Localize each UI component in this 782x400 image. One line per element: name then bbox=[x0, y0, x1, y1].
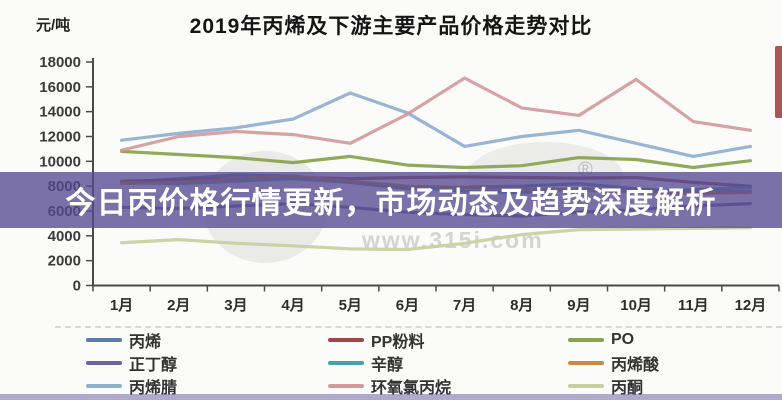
legend-label-n-butanol: 正丁醇 bbox=[129, 357, 178, 374]
legend-swatch-n-butanol bbox=[86, 361, 122, 365]
legend-label-po: PO bbox=[611, 331, 635, 348]
legend-label-acetone: 丙酮 bbox=[611, 380, 644, 397]
x-tick-label: 6月 bbox=[396, 297, 419, 314]
series-line-epichlorohydrin bbox=[119, 76, 753, 152]
legend-label-pp-powder: PP粉料 bbox=[371, 334, 425, 351]
legend-swatch-epichlorohydrin bbox=[328, 384, 364, 388]
legend-item-propylene: 丙烯 bbox=[86, 330, 162, 351]
x-tick-label: 4月 bbox=[281, 297, 304, 314]
legend-item-epichlorohydrin: 环氧氯丙烷 bbox=[328, 376, 452, 397]
y-axis-unit-label: 元/吨 bbox=[36, 17, 71, 34]
x-tick-label: 1月 bbox=[110, 297, 133, 314]
y-tick-label: 10000 bbox=[39, 153, 81, 170]
x-tick-label: 11月 bbox=[678, 297, 709, 314]
legend-item-acrylonitrile: 丙烯腈 bbox=[86, 376, 178, 397]
y-tick-label: 14000 bbox=[39, 104, 81, 121]
series-line-po bbox=[119, 149, 753, 170]
x-tick-label: 12月 bbox=[735, 297, 767, 314]
legend-label-propylene: 丙烯 bbox=[129, 334, 162, 351]
legend-swatch-acrylic-acid bbox=[568, 361, 604, 365]
legend-label-acrylonitrile: 丙烯腈 bbox=[129, 380, 178, 397]
x-tick-label: 3月 bbox=[224, 297, 247, 314]
legend-swatch-acetone bbox=[568, 384, 604, 388]
legend-item-po: PO bbox=[568, 330, 634, 350]
chart-title: 2019年丙烯及下游主要产品价格走势对比 bbox=[189, 15, 593, 38]
legend-label-epichlorohydrin: 环氧氯丙烷 bbox=[371, 380, 452, 397]
banner-headline: 今日丙价格行情更新，市场动态及趋势深度解析 bbox=[65, 187, 717, 220]
legend-swatch-po bbox=[568, 338, 604, 342]
y-tick-label: 2000 bbox=[48, 253, 81, 270]
x-tick-label: 10月 bbox=[620, 297, 652, 314]
x-tick-label: 5月 bbox=[339, 297, 362, 314]
y-tick-label: 18000 bbox=[39, 54, 81, 71]
legend-swatch-acrylonitrile bbox=[86, 384, 122, 388]
right-edge-marker bbox=[775, 46, 782, 118]
legend-item-acetone: 丙酮 bbox=[568, 376, 644, 397]
legend-swatch-propylene bbox=[86, 338, 122, 342]
y-tick-label: 16000 bbox=[39, 79, 81, 96]
y-tick-label: 0 bbox=[73, 278, 81, 295]
series-line-acetone bbox=[119, 226, 753, 252]
series-line-acrylonitrile bbox=[119, 91, 753, 158]
bottom-overlay-strip bbox=[0, 394, 782, 400]
legend-item-octanol: 辛醇 bbox=[328, 353, 404, 374]
x-tick-label: 2月 bbox=[167, 297, 190, 314]
legend-item-acrylic-acid: 丙烯酸 bbox=[568, 353, 660, 374]
legend-item-pp-powder: PP粉料 bbox=[328, 330, 425, 351]
legend-swatch-octanol bbox=[328, 361, 364, 365]
x-tick-label: 9月 bbox=[567, 297, 590, 314]
overlay-banner: 今日丙价格行情更新，市场动态及趋势深度解析 bbox=[0, 172, 782, 228]
y-tick-label: 4000 bbox=[48, 228, 81, 245]
legend-swatch-pp-powder bbox=[328, 338, 364, 342]
legend-divider bbox=[55, 326, 782, 328]
x-tick-label: 8月 bbox=[510, 297, 533, 314]
x-tick-label: 7月 bbox=[453, 297, 476, 314]
legend-label-octanol: 辛醇 bbox=[371, 357, 404, 374]
legend-label-acrylic-acid: 丙烯酸 bbox=[611, 357, 660, 374]
legend-item-n-butanol: 正丁醇 bbox=[86, 353, 178, 374]
y-tick-label: 12000 bbox=[39, 129, 81, 146]
